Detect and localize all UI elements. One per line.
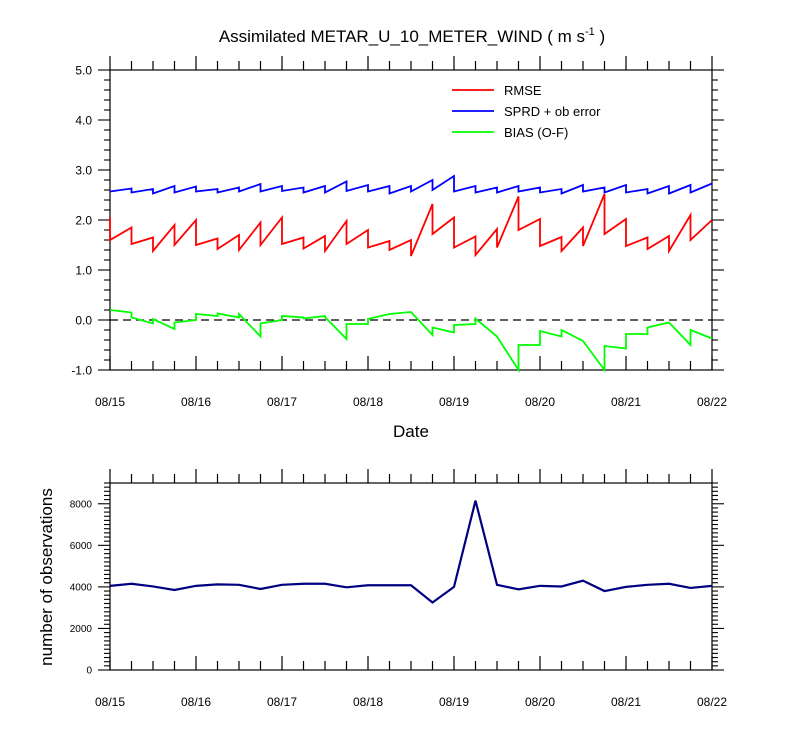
y-tick-label: 1.0 [75,264,92,278]
series-line-number-of-observations [109,500,713,604]
y-tick-label: 5.0 [75,64,92,78]
legend-label: BIAS (O-F) [504,125,568,140]
x-tick-label: 08/16 [181,395,211,409]
x-tick-label: 08/21 [611,695,641,709]
x-tick-label: 08/22 [697,695,727,709]
y-tick-label: -1.0 [71,364,92,378]
x-tick-label: 08/21 [611,395,641,409]
x-tick-label: 08/18 [353,695,383,709]
top-panel: -1.0 0.0 1.0 2.0 3.0 4.0 5.0 08/15 08/16 08/17 08… [71,56,727,441]
bottom-y-axis-label: number of observations [37,488,56,666]
series-line-rmse [109,193,713,258]
y-tick-label: 6000 [70,541,93,552]
series-line-sprd-ob-error [109,174,713,195]
legend: RMSE SPRD + ob error BIAS (O-F) [452,83,601,140]
legend-label: SPRD + ob error [504,104,601,119]
y-tick-label: 0 [86,666,92,677]
legend-label: RMSE [504,83,542,98]
x-tick-label: 08/15 [95,695,125,709]
x-tick-label: 08/17 [267,695,297,709]
y-tick-label: 4.0 [75,114,92,128]
y-tick-label: 4000 [70,582,93,593]
y-tick-label: 3.0 [75,164,92,178]
x-tick-label: 08/15 [95,395,125,409]
bottom-plot-frame [109,482,713,671]
y-tick-label: 0.0 [75,314,92,328]
series-line-bias-o-f [109,309,713,374]
x-tick-label: 08/18 [353,395,383,409]
x-tick-label: 08/19 [439,395,469,409]
bottom-panel: 0 2000 4000 6000 8000 08/15 08/16 08/17 08/18 08… [37,469,727,709]
y-tick-label: 2000 [70,624,93,635]
y-tick-label: 8000 [70,499,93,510]
x-tick-label: 08/17 [267,395,297,409]
top-plot-frame [109,69,713,371]
top-x-axis-label: Date [393,422,429,441]
x-tick-label: 08/16 [181,695,211,709]
x-tick-label: 08/22 [697,395,727,409]
x-tick-label: 08/20 [525,395,555,409]
x-tick-label: 08/20 [525,695,555,709]
y-tick-label: 2.0 [75,214,92,228]
x-tick-label: 08/19 [439,695,469,709]
chart-title: Assimilated METAR_U_10_METER_WIND ( m s-… [219,26,605,46]
